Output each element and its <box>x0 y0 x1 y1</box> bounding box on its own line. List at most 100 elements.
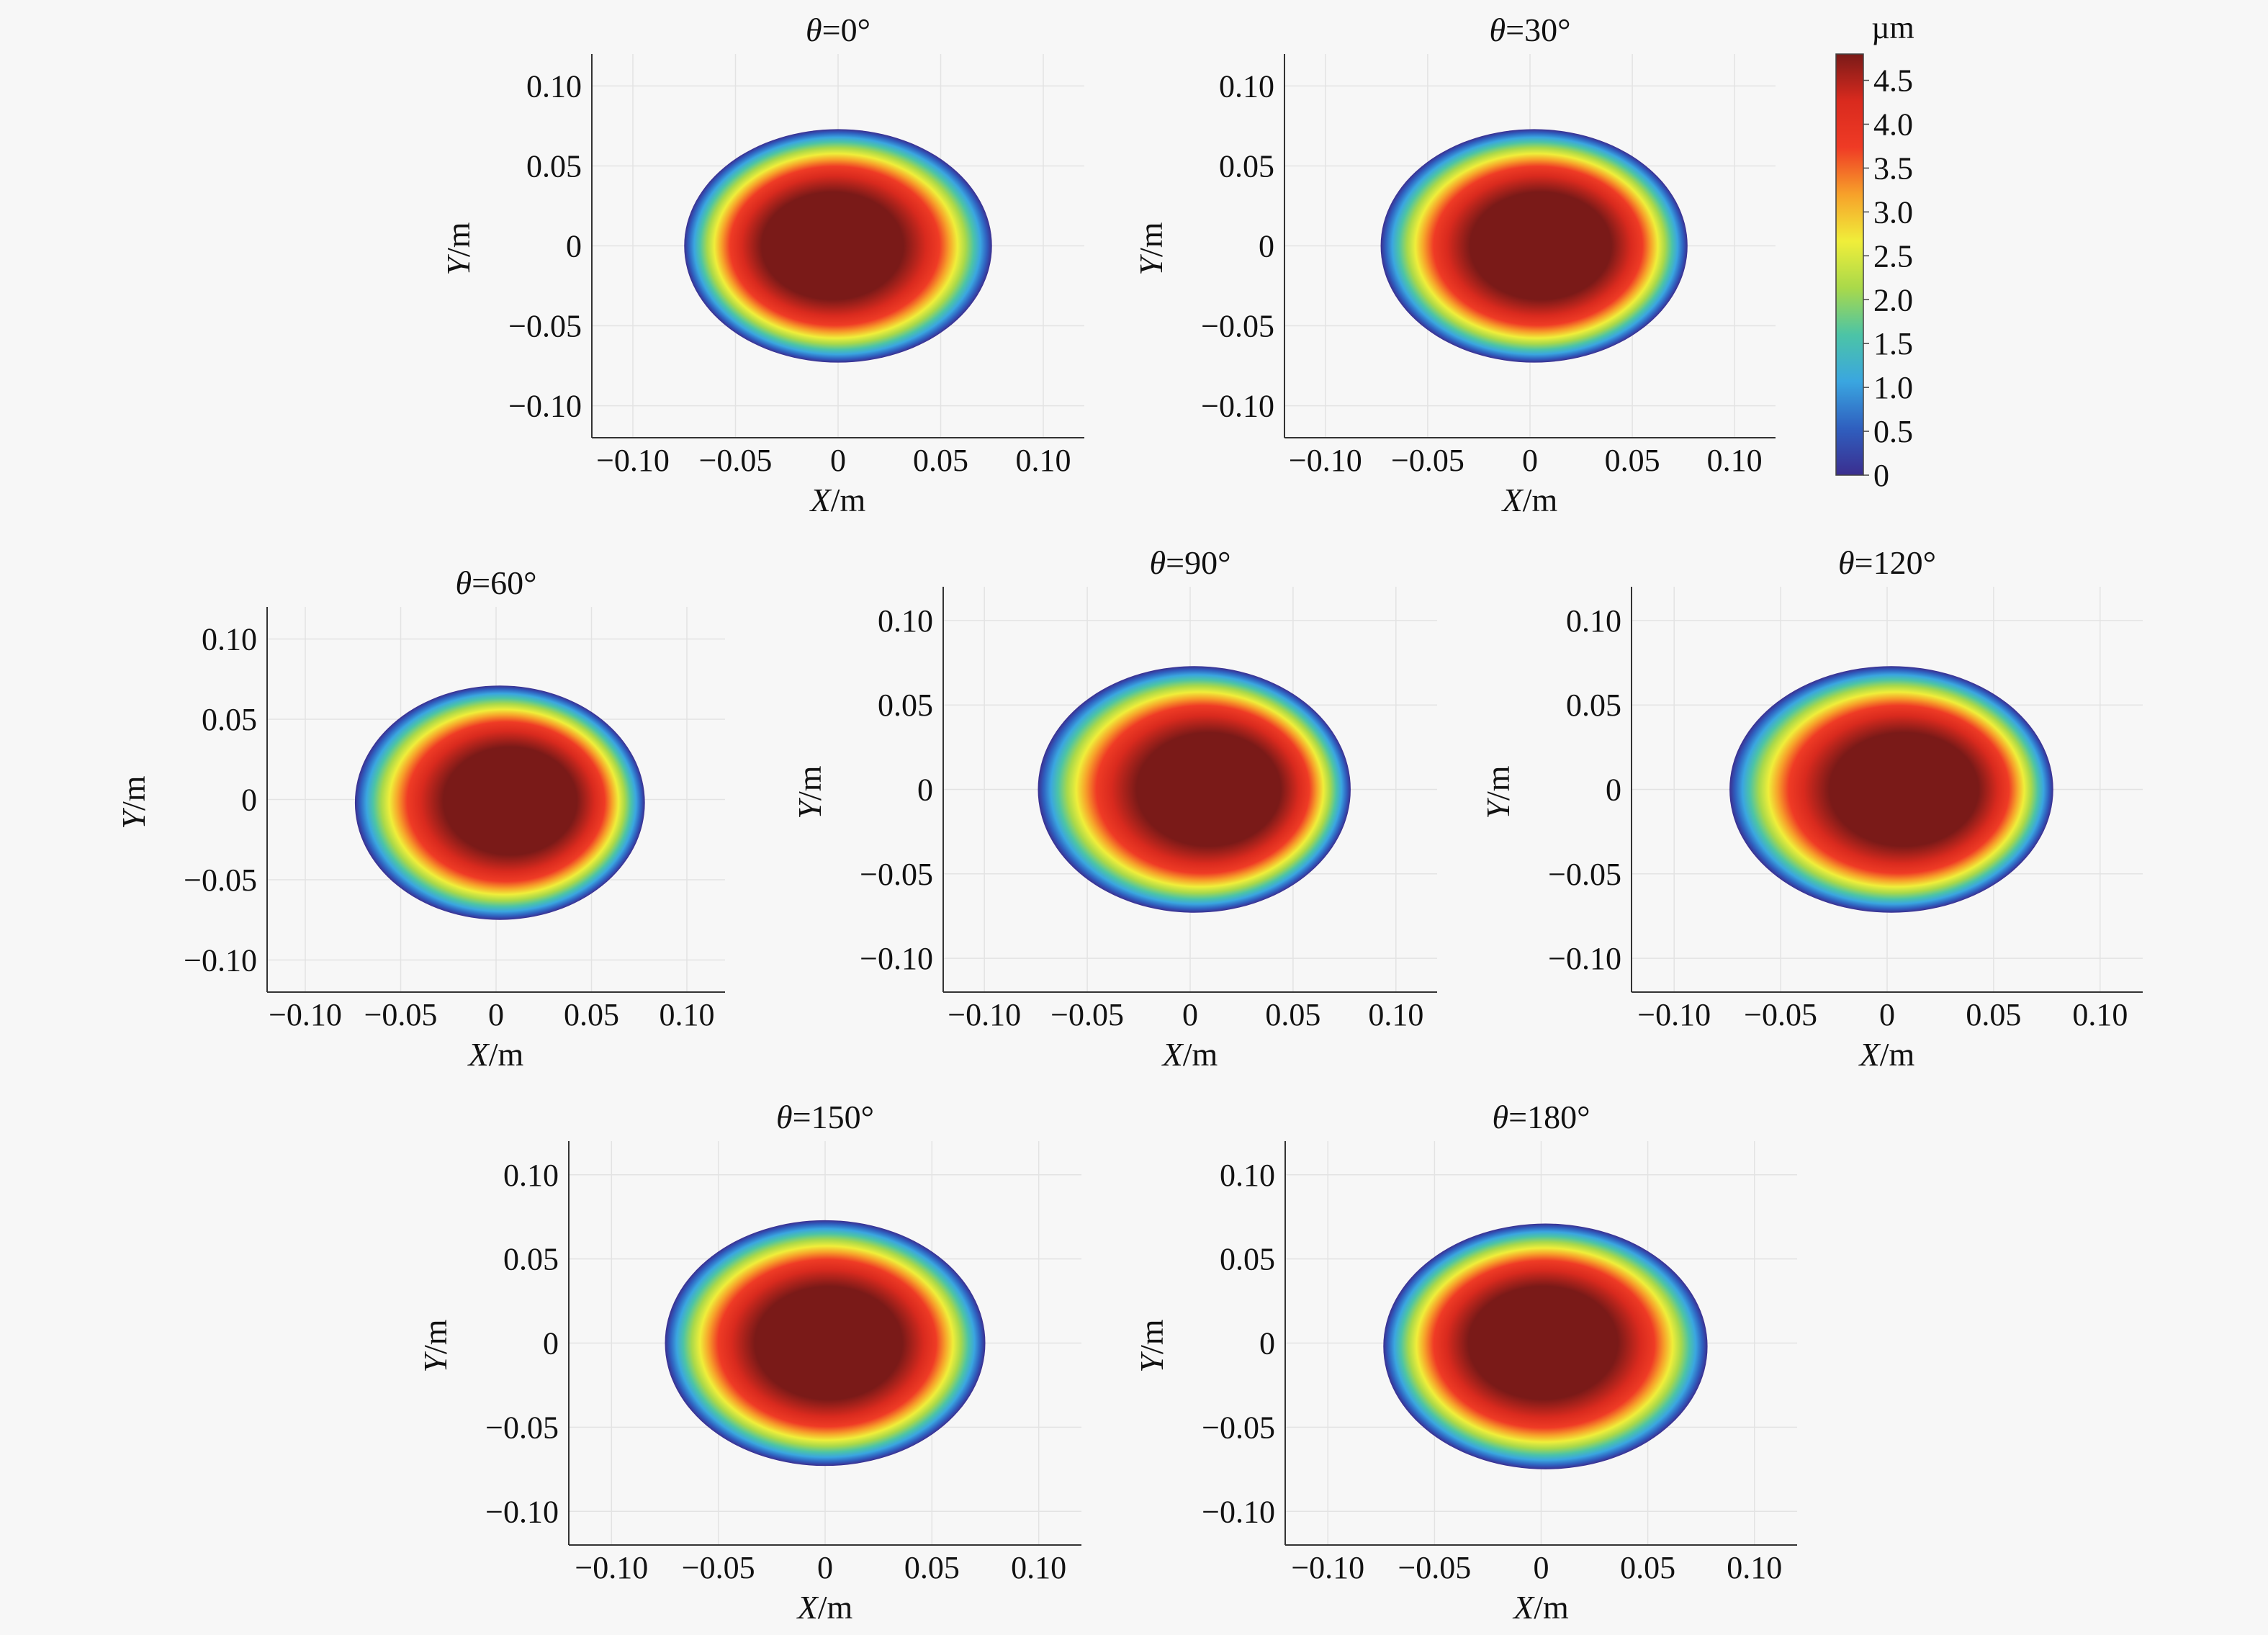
x-tick-label: −0.10 <box>948 997 1021 1032</box>
y-tick-label: −0.05 <box>485 1410 559 1445</box>
heatmap-region <box>1380 129 1688 363</box>
x-tick-label: −0.10 <box>596 443 670 478</box>
x-axis-label: X/m <box>1501 482 1558 518</box>
x-tick-label: −0.05 <box>364 997 438 1032</box>
y-tick-label: 0.05 <box>1220 1242 1275 1277</box>
heatmap-panel: −0.10 −0.05 0 0.05 0.10 −0.10 −0.05 0 0.05 0.10 θ=… <box>1133 1099 1797 1626</box>
colorbar-tick-label: 2.0 <box>1873 282 1913 317</box>
y-tick-label: 0 <box>917 773 933 808</box>
x-tick-label: −0.10 <box>1637 997 1711 1032</box>
y-tick-label: −0.10 <box>508 389 582 424</box>
y-axis-label: Y/m <box>791 765 828 819</box>
y-tick-label: 0 <box>1259 1326 1275 1361</box>
x-tick-label: 0.10 <box>1011 1550 1066 1585</box>
x-axis-label: X/m <box>467 1036 524 1073</box>
y-tick-label: 0.05 <box>202 702 257 737</box>
heatmap-region <box>1038 666 1351 913</box>
panel-title: θ=120° <box>1838 544 1936 581</box>
x-tick-label: 0 <box>1522 443 1538 478</box>
x-tick-label: 0.10 <box>1016 443 1071 478</box>
y-tick-label: −0.10 <box>1548 941 1621 976</box>
colorbar-tick-label: 4.5 <box>1873 63 1913 99</box>
y-tick-label: −0.05 <box>1201 309 1274 344</box>
y-tick-label: 0.10 <box>526 68 582 104</box>
y-axis-label: Y/m <box>115 775 152 829</box>
x-tick-label: 0.10 <box>1368 997 1423 1032</box>
x-tick-label: 0.10 <box>660 997 715 1032</box>
y-tick-label: −0.05 <box>860 857 933 892</box>
y-tick-label: 0 <box>566 229 582 264</box>
x-tick-label: 0.05 <box>1620 1550 1675 1585</box>
heatmap-region <box>1383 1223 1708 1469</box>
x-tick-label: 0.05 <box>1605 443 1660 478</box>
y-tick-label: 0 <box>543 1326 559 1361</box>
heatmap-region <box>1729 666 2053 913</box>
x-tick-label: −0.10 <box>575 1550 648 1585</box>
x-tick-label: −0.10 <box>269 997 342 1032</box>
y-tick-label: −0.10 <box>1202 1494 1275 1529</box>
x-tick-label: 0.10 <box>1727 1550 1782 1585</box>
x-axis-label: X/m <box>809 482 866 518</box>
y-tick-label: −0.05 <box>1202 1410 1275 1445</box>
heatmap-panel: −0.10 −0.05 0 0.05 0.10 −0.10 −0.05 0 0.05 0.10 θ=… <box>1480 544 2143 1073</box>
heatmap-panel: −0.10 −0.05 0 0.05 0.10 −0.10 −0.05 0 0.05 0.10 θ=… <box>417 1099 1081 1626</box>
y-tick-label: 0.05 <box>1566 688 1621 723</box>
x-tick-label: 0.10 <box>2072 997 2128 1032</box>
y-tick-label: 0 <box>1606 773 1621 808</box>
y-axis-label: Y/m <box>1133 1319 1170 1372</box>
heatmap-panel: −0.10 −0.05 0 0.05 0.10 −0.10 −0.05 0 0.05 0.10 θ=… <box>1133 12 1776 518</box>
y-tick-label: −0.10 <box>485 1494 559 1529</box>
x-tick-label: −0.05 <box>1050 997 1124 1032</box>
colorbar-tick-label: 0.5 <box>1873 414 1913 449</box>
y-tick-label: 0.05 <box>1219 148 1274 184</box>
x-tick-label: 0.05 <box>564 997 619 1032</box>
x-tick-label: −0.05 <box>1744 997 1817 1032</box>
x-tick-label: 0.05 <box>1265 997 1320 1032</box>
y-tick-label: 0.10 <box>1219 68 1274 104</box>
x-tick-label: 0 <box>1879 997 1895 1032</box>
y-tick-label: −0.10 <box>1201 389 1274 424</box>
y-tick-label: −0.05 <box>1548 857 1621 892</box>
x-tick-label: 0.05 <box>904 1550 960 1585</box>
heatmap-region <box>684 129 992 363</box>
x-axis-label: X/m <box>1858 1036 1915 1073</box>
x-tick-label: 0.05 <box>913 443 968 478</box>
y-tick-label: 0.05 <box>878 688 933 723</box>
x-axis-label: X/m <box>796 1589 853 1626</box>
x-tick-label: 0 <box>488 997 504 1032</box>
x-tick-label: 0 <box>1182 997 1198 1032</box>
colorbar-tick-label: 1.0 <box>1873 370 1913 405</box>
colorbar-tick-label: 2.5 <box>1873 238 1913 274</box>
panels: −0.10 −0.05 0 0.05 0.10 −0.10 −0.05 0 0.05 0.10 θ=… <box>115 12 2143 1626</box>
y-tick-label: 0 <box>241 783 257 818</box>
y-axis-label: Y/m <box>1133 222 1169 275</box>
y-tick-label: 0 <box>1259 229 1274 264</box>
colorbar-tick-label: 3.0 <box>1873 194 1913 230</box>
x-tick-label: 0 <box>817 1550 833 1585</box>
y-axis-label: Y/m <box>1480 765 1516 819</box>
x-tick-label: −0.10 <box>1291 1550 1364 1585</box>
x-tick-label: 0.05 <box>1966 997 2021 1032</box>
panel-title: θ=30° <box>1490 12 1571 48</box>
x-axis-label: X/m <box>1161 1036 1218 1073</box>
y-tick-label: 0.10 <box>503 1158 559 1193</box>
y-tick-label: 0.10 <box>1566 603 1621 639</box>
heatmap-panel: −0.10 −0.05 0 0.05 0.10 −0.10 −0.05 0 0.05 0.10 θ=… <box>440 12 1084 518</box>
y-tick-label: 0.05 <box>526 148 582 184</box>
x-tick-label: −0.05 <box>1398 1550 1471 1585</box>
x-tick-label: 0.10 <box>1707 443 1763 478</box>
x-tick-label: 0 <box>830 443 846 478</box>
panel-title: θ=90° <box>1150 544 1231 581</box>
y-tick-label: −0.05 <box>184 862 257 898</box>
x-axis-label: X/m <box>1512 1589 1569 1626</box>
y-axis-label: Y/m <box>440 222 477 275</box>
y-tick-label: 0.10 <box>878 603 933 639</box>
y-tick-label: 0.05 <box>503 1242 559 1277</box>
panel-title: θ=60° <box>456 564 537 601</box>
y-tick-label: −0.10 <box>184 942 257 978</box>
heatmap-panel: −0.10 −0.05 0 0.05 0.10 −0.10 −0.05 0 0.05 0.10 θ=… <box>115 564 725 1073</box>
colorbar-tick-label: 3.5 <box>1873 150 1913 186</box>
heatmap-region <box>665 1220 986 1467</box>
colorbar-unit-label: µm <box>1871 10 1914 45</box>
colorbar-tick-label: 1.5 <box>1873 326 1913 361</box>
